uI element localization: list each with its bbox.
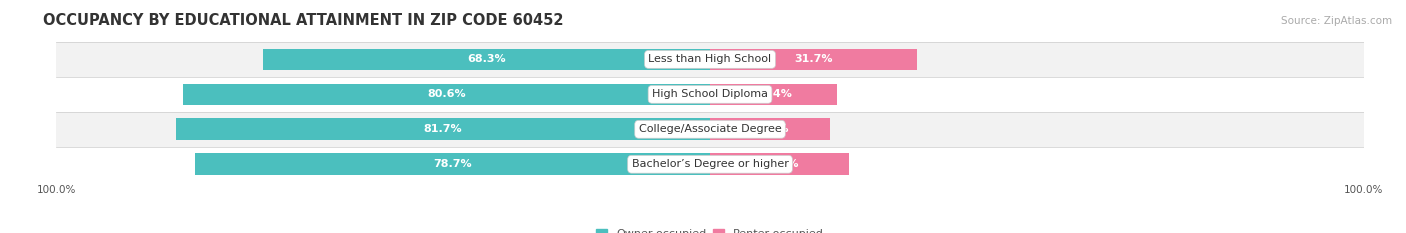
Text: College/Associate Degree: College/Associate Degree [638,124,782,134]
Text: 80.6%: 80.6% [427,89,465,99]
Bar [710,154,849,175]
Bar [710,84,837,105]
Bar [183,84,710,105]
Text: Bachelor’s Degree or higher: Bachelor’s Degree or higher [631,159,789,169]
Text: 18.3%: 18.3% [751,124,789,134]
Text: 81.7%: 81.7% [423,124,463,134]
Bar [195,154,710,175]
Text: 21.3%: 21.3% [761,159,799,169]
Text: Source: ZipAtlas.com: Source: ZipAtlas.com [1281,16,1392,26]
Bar [176,118,710,140]
Bar [56,112,1364,147]
Bar [263,49,710,70]
Text: 68.3%: 68.3% [467,55,506,64]
Bar [710,118,830,140]
Text: High School Diploma: High School Diploma [652,89,768,99]
Text: 19.4%: 19.4% [754,89,793,99]
Bar [710,49,917,70]
Text: 31.7%: 31.7% [794,55,832,64]
Bar [56,77,1364,112]
Text: Less than High School: Less than High School [648,55,772,64]
Legend: Owner-occupied, Renter-occupied: Owner-occupied, Renter-occupied [596,229,824,233]
Bar [56,42,1364,77]
Text: 78.7%: 78.7% [433,159,472,169]
Bar [56,147,1364,182]
Text: OCCUPANCY BY EDUCATIONAL ATTAINMENT IN ZIP CODE 60452: OCCUPANCY BY EDUCATIONAL ATTAINMENT IN Z… [44,13,564,28]
